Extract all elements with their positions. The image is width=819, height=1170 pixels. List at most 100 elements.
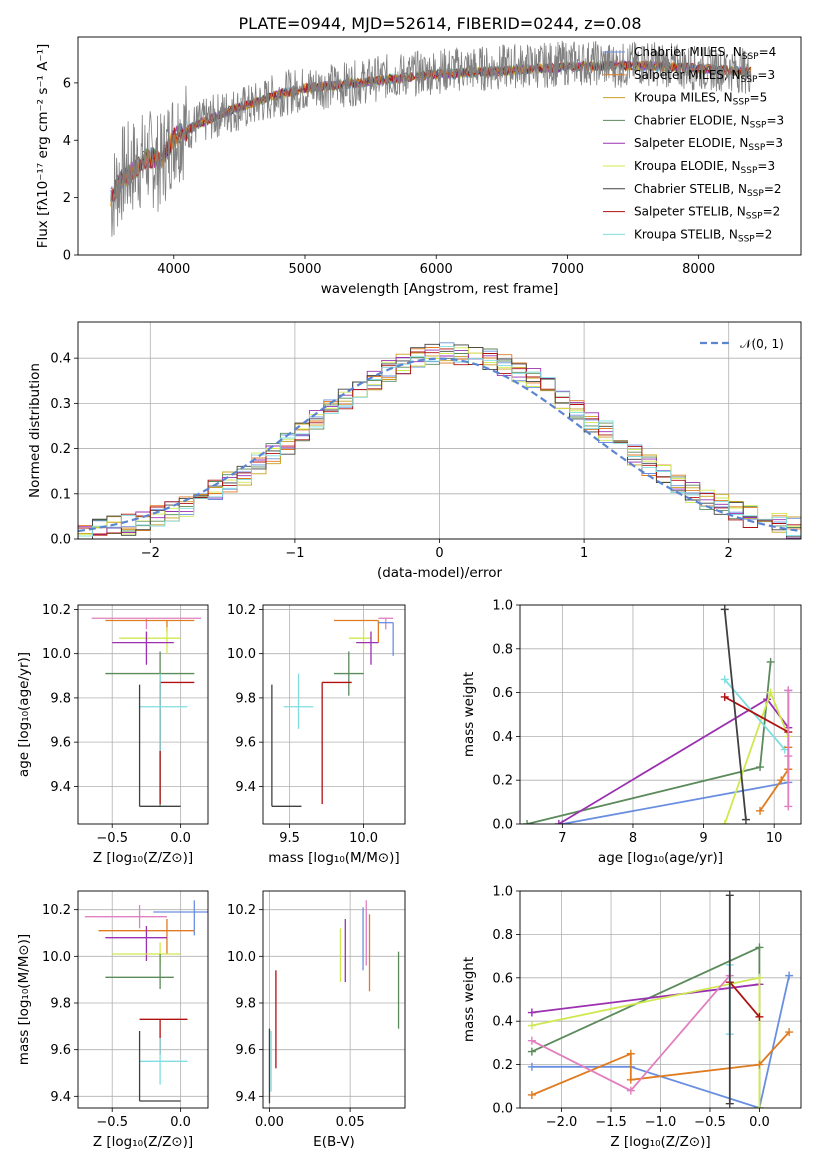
- plot-area: [110, 40, 752, 237]
- y-tick-label: 10.0: [42, 950, 71, 965]
- panel-age-vs-mass: 9.5 10.0 9.4 9.6 9.8 10.0 10.2 mass [log₁₀(M/M⊙…: [227, 603, 406, 866]
- x-tick-label: −0.5: [694, 1115, 726, 1130]
- x-tick-label: 6000: [420, 262, 453, 277]
- axes-frame: [519, 604, 802, 825]
- x-axis-label: Z [log₁₀(Z/Z⊙)]: [610, 1134, 710, 1150]
- y-tick-label: 9.6: [235, 1043, 256, 1058]
- y-tick-label: 0.0: [492, 1102, 513, 1117]
- y-axis-label: Normed distribution: [27, 363, 43, 498]
- y-tick-label: 10.0: [227, 647, 256, 662]
- legend-text: Chabrier MILES, N: [634, 45, 742, 59]
- y-tick-label: 0.4: [492, 1015, 513, 1030]
- point-marker: [784, 686, 793, 695]
- legend-n: 3: [777, 113, 785, 127]
- x-tick-label: 5000: [288, 262, 321, 277]
- x-tick-label: −0.5: [96, 831, 128, 846]
- point-marker: [527, 1036, 536, 1045]
- legend-text: Kroupa MILES, N: [634, 91, 733, 105]
- plot-area: [268, 900, 400, 1104]
- y-axis-label: Flux [fλ10⁻¹⁷ erg cm⁻² s⁻¹ A⁻¹]: [35, 44, 51, 249]
- axes-frame: [77, 604, 209, 825]
- point-marker: [755, 1012, 764, 1021]
- legend-n-prefix: =: [757, 68, 767, 82]
- point-marker: [777, 776, 786, 785]
- mass-weight-line: [724, 696, 789, 733]
- y-tick-label: 0.6: [492, 971, 513, 986]
- legend-n-prefix: =: [757, 159, 767, 173]
- plot-area: [78, 342, 801, 539]
- y-tick-label: 9.6: [235, 736, 256, 751]
- plot-area: [271, 617, 394, 807]
- point-marker: [527, 1090, 536, 1099]
- mass-weight-line: [531, 976, 761, 1108]
- y-tick-label: 9.8: [50, 997, 71, 1012]
- legend-subscript: SSP: [746, 212, 763, 222]
- x-tick-label: 1: [580, 546, 588, 561]
- legend-label: Chabrier ELODIE, NSSP=3: [634, 113, 784, 130]
- y-tick-label: 0.0: [492, 818, 513, 833]
- point-marker: [755, 1060, 764, 1069]
- x-axis-label: Z [log₁₀(Z/Z⊙)]: [93, 1134, 193, 1150]
- point-marker: [527, 1008, 536, 1017]
- legend-n-prefix: =: [759, 45, 769, 59]
- plot-area: [527, 891, 794, 1108]
- point-marker: [741, 815, 750, 824]
- y-tick-label: 9.4: [50, 1090, 71, 1105]
- point-marker: [626, 1075, 635, 1084]
- legend-n: 3: [767, 159, 775, 173]
- point-marker: [755, 1104, 764, 1108]
- legend-n-prefix: =: [765, 136, 775, 150]
- x-tick-label: 10.0: [349, 831, 378, 846]
- x-tick-label: 0.0: [170, 1115, 191, 1130]
- mass-weight-line: [531, 975, 790, 1108]
- figure-title: PLATE=0944, MJD=52614, FIBERID=0244, z=0…: [238, 14, 641, 33]
- y-tick-label: 10.2: [42, 903, 71, 918]
- legend-n-prefix: =: [763, 205, 773, 219]
- axes-frame: [77, 36, 802, 256]
- x-tick-label: −1.5: [595, 1115, 627, 1130]
- y-tick-label: 10.2: [227, 903, 256, 918]
- x-axis-label: (data-model)/error: [377, 565, 503, 581]
- x-tick-label: 2: [725, 546, 733, 561]
- x-tick-label: 4000: [157, 262, 190, 277]
- x-axis-label: wavelength [Angstrom, rest frame]: [321, 281, 559, 297]
- y-tick-label: 9.4: [235, 780, 256, 795]
- axes-frame: [77, 321, 802, 540]
- y-tick-label: 0.8: [492, 928, 513, 943]
- point-marker: [766, 688, 775, 697]
- legend-text: Salpeter STELIB, N: [634, 205, 746, 219]
- point-marker: [626, 1049, 635, 1058]
- y-tick-label: 9.6: [50, 736, 71, 751]
- y-tick-label: 9.6: [50, 1043, 71, 1058]
- legend-subscript: SSP: [733, 98, 750, 108]
- point-marker: [756, 806, 765, 815]
- point-marker: [720, 675, 729, 684]
- y-tick-label: 0: [63, 249, 71, 264]
- legend-n: 2: [773, 205, 781, 219]
- data-spectrum-line: [110, 40, 752, 237]
- panel-mass-vs-Z: −0.5 0.0 9.4 9.6 9.8 10.0 10.2 Z [log₁₀(Z/Z⊙)] m…: [16, 890, 209, 1150]
- mass-weight-line: [562, 690, 790, 824]
- x-axis-label: mass [log₁₀(M/M⊙)]: [268, 850, 399, 866]
- x-tick-label: −2: [141, 546, 160, 561]
- point-marker: [785, 971, 794, 980]
- legend-subscript: SSP: [741, 166, 758, 176]
- point-marker: [626, 1086, 635, 1095]
- y-tick-label: 9.4: [235, 1090, 256, 1105]
- y-tick-label: 0.1: [50, 487, 71, 502]
- point-marker: [766, 657, 775, 666]
- legend-label: Chabrier MILES, NSSP=4: [634, 45, 776, 62]
- x-tick-label: 10: [766, 831, 783, 846]
- point-marker: [755, 943, 764, 952]
- point-marker: [720, 692, 729, 701]
- point-marker: [523, 820, 532, 824]
- y-tick-label: 0.2: [50, 442, 71, 457]
- y-tick-label: 10.2: [227, 603, 256, 618]
- legend-n: 5: [760, 91, 768, 105]
- y-tick-label: 1.0: [492, 599, 513, 614]
- point-marker: [527, 1021, 536, 1030]
- legend-label: 𝒩(0, 1): [740, 337, 784, 351]
- legend-text: Salpeter MILES, N: [634, 68, 741, 82]
- point-marker: [755, 973, 764, 982]
- x-tick-label: 9.5: [279, 831, 300, 846]
